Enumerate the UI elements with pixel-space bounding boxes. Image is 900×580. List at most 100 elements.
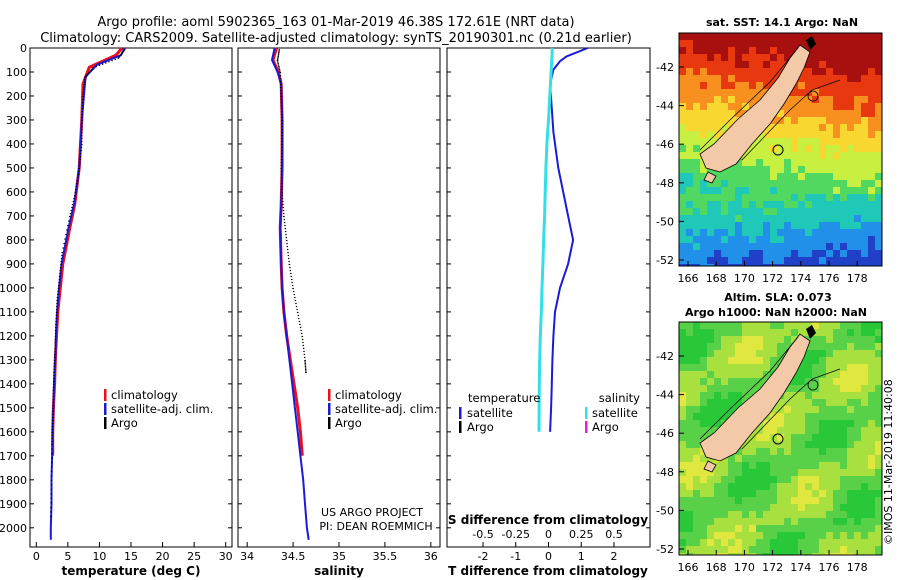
map-cell: [847, 103, 854, 110]
map-cell: [791, 257, 798, 264]
map-cell: [868, 138, 875, 145]
map-cell: [700, 371, 707, 378]
map-cell: [784, 504, 791, 511]
map-cell: [805, 406, 812, 413]
map-cell: [882, 152, 889, 159]
map-cell: [812, 469, 819, 476]
map-cell: [854, 518, 861, 525]
map-cell: [882, 194, 889, 201]
map-cell: [805, 539, 812, 546]
map-cell: [854, 40, 861, 47]
map-cell: [854, 180, 861, 187]
map-cell: [861, 406, 868, 413]
map-cell: [700, 208, 707, 215]
map-cell: [791, 448, 798, 455]
map-cell: [854, 152, 861, 159]
map-cell: [756, 490, 763, 497]
map-cell: [686, 469, 693, 476]
map-cell: [840, 371, 847, 378]
figure-title-line2: Climatology: CARS2009. Satellite-adjuste…: [40, 31, 632, 46]
map-cell: [882, 33, 889, 40]
seamount-contour-2: [807, 379, 819, 391]
map-cell: [686, 357, 693, 364]
map-cell: [812, 420, 819, 427]
difference-x2label: S difference from climatology: [448, 513, 648, 527]
map-cell: [840, 462, 847, 469]
map-cell: [749, 96, 756, 103]
map-cell: [882, 546, 889, 553]
map-cell: [868, 420, 875, 427]
xtick-label: 2: [610, 550, 617, 563]
map-cell: [868, 441, 875, 448]
map-cell: [742, 483, 749, 490]
map-cell: [679, 243, 686, 250]
map-cell: [707, 392, 714, 399]
map-cell: [840, 173, 847, 180]
map-cell: [868, 222, 875, 229]
map-cell: [686, 61, 693, 68]
map-cell: [707, 469, 714, 476]
map-cell: [777, 159, 784, 166]
map-cell: [812, 483, 819, 490]
map-cell: [714, 364, 721, 371]
map-cell: [742, 441, 749, 448]
map-cell: [777, 336, 784, 343]
map-cell: [812, 243, 819, 250]
map-cell: [833, 434, 840, 441]
map-cell: [875, 371, 882, 378]
map-cell: [854, 413, 861, 420]
sla-map-title-line1: Altim. SLA: 0.073: [724, 291, 831, 304]
map-ytick-label: -44: [656, 100, 674, 113]
map-cell: [854, 222, 861, 229]
map-cell: [700, 511, 707, 518]
map-cell: [791, 40, 798, 47]
map-cell: [784, 33, 791, 40]
map-cell: [686, 103, 693, 110]
map-cell: [875, 131, 882, 138]
map-cell: [770, 511, 777, 518]
map-cell: [714, 229, 721, 236]
map-cell: [819, 257, 826, 264]
map-cell: [875, 455, 882, 462]
map-cell: [868, 392, 875, 399]
map-cell: [700, 103, 707, 110]
map-cell: [847, 257, 854, 264]
map-cell: [686, 392, 693, 399]
map-cell: [791, 455, 798, 462]
map-cell: [693, 336, 700, 343]
map-cell: [756, 159, 763, 166]
map-cell: [798, 89, 805, 96]
map-cell: [735, 236, 742, 243]
map-cell: [735, 357, 742, 364]
map-cell: [819, 187, 826, 194]
legend-swatch: [104, 403, 107, 415]
map-cell: [763, 68, 770, 75]
ytick-label: 1600: [0, 426, 27, 439]
map-cell: [777, 131, 784, 138]
map-cell: [784, 138, 791, 145]
map-cell: [805, 385, 812, 392]
map-cell: [735, 201, 742, 208]
map-cell: [812, 138, 819, 145]
map-cell: [875, 441, 882, 448]
map-cell: [700, 357, 707, 364]
map-cell: [686, 68, 693, 75]
map-cell: [791, 243, 798, 250]
map-cell: [679, 145, 686, 152]
map-cell: [861, 54, 868, 61]
map-cell: [728, 110, 735, 117]
map-cell: [805, 427, 812, 434]
map-cell: [791, 497, 798, 504]
map-cell: [840, 392, 847, 399]
map-cell: [798, 455, 805, 462]
map-cell: [854, 483, 861, 490]
map-cell: [777, 490, 784, 497]
map-cell: [707, 483, 714, 490]
map-cell: [749, 40, 756, 47]
map-cell: [826, 145, 833, 152]
map-cell: [756, 194, 763, 201]
map-cell: [805, 89, 812, 96]
map-cell: [875, 96, 882, 103]
map-cell: [700, 329, 707, 336]
map-cell: [798, 490, 805, 497]
